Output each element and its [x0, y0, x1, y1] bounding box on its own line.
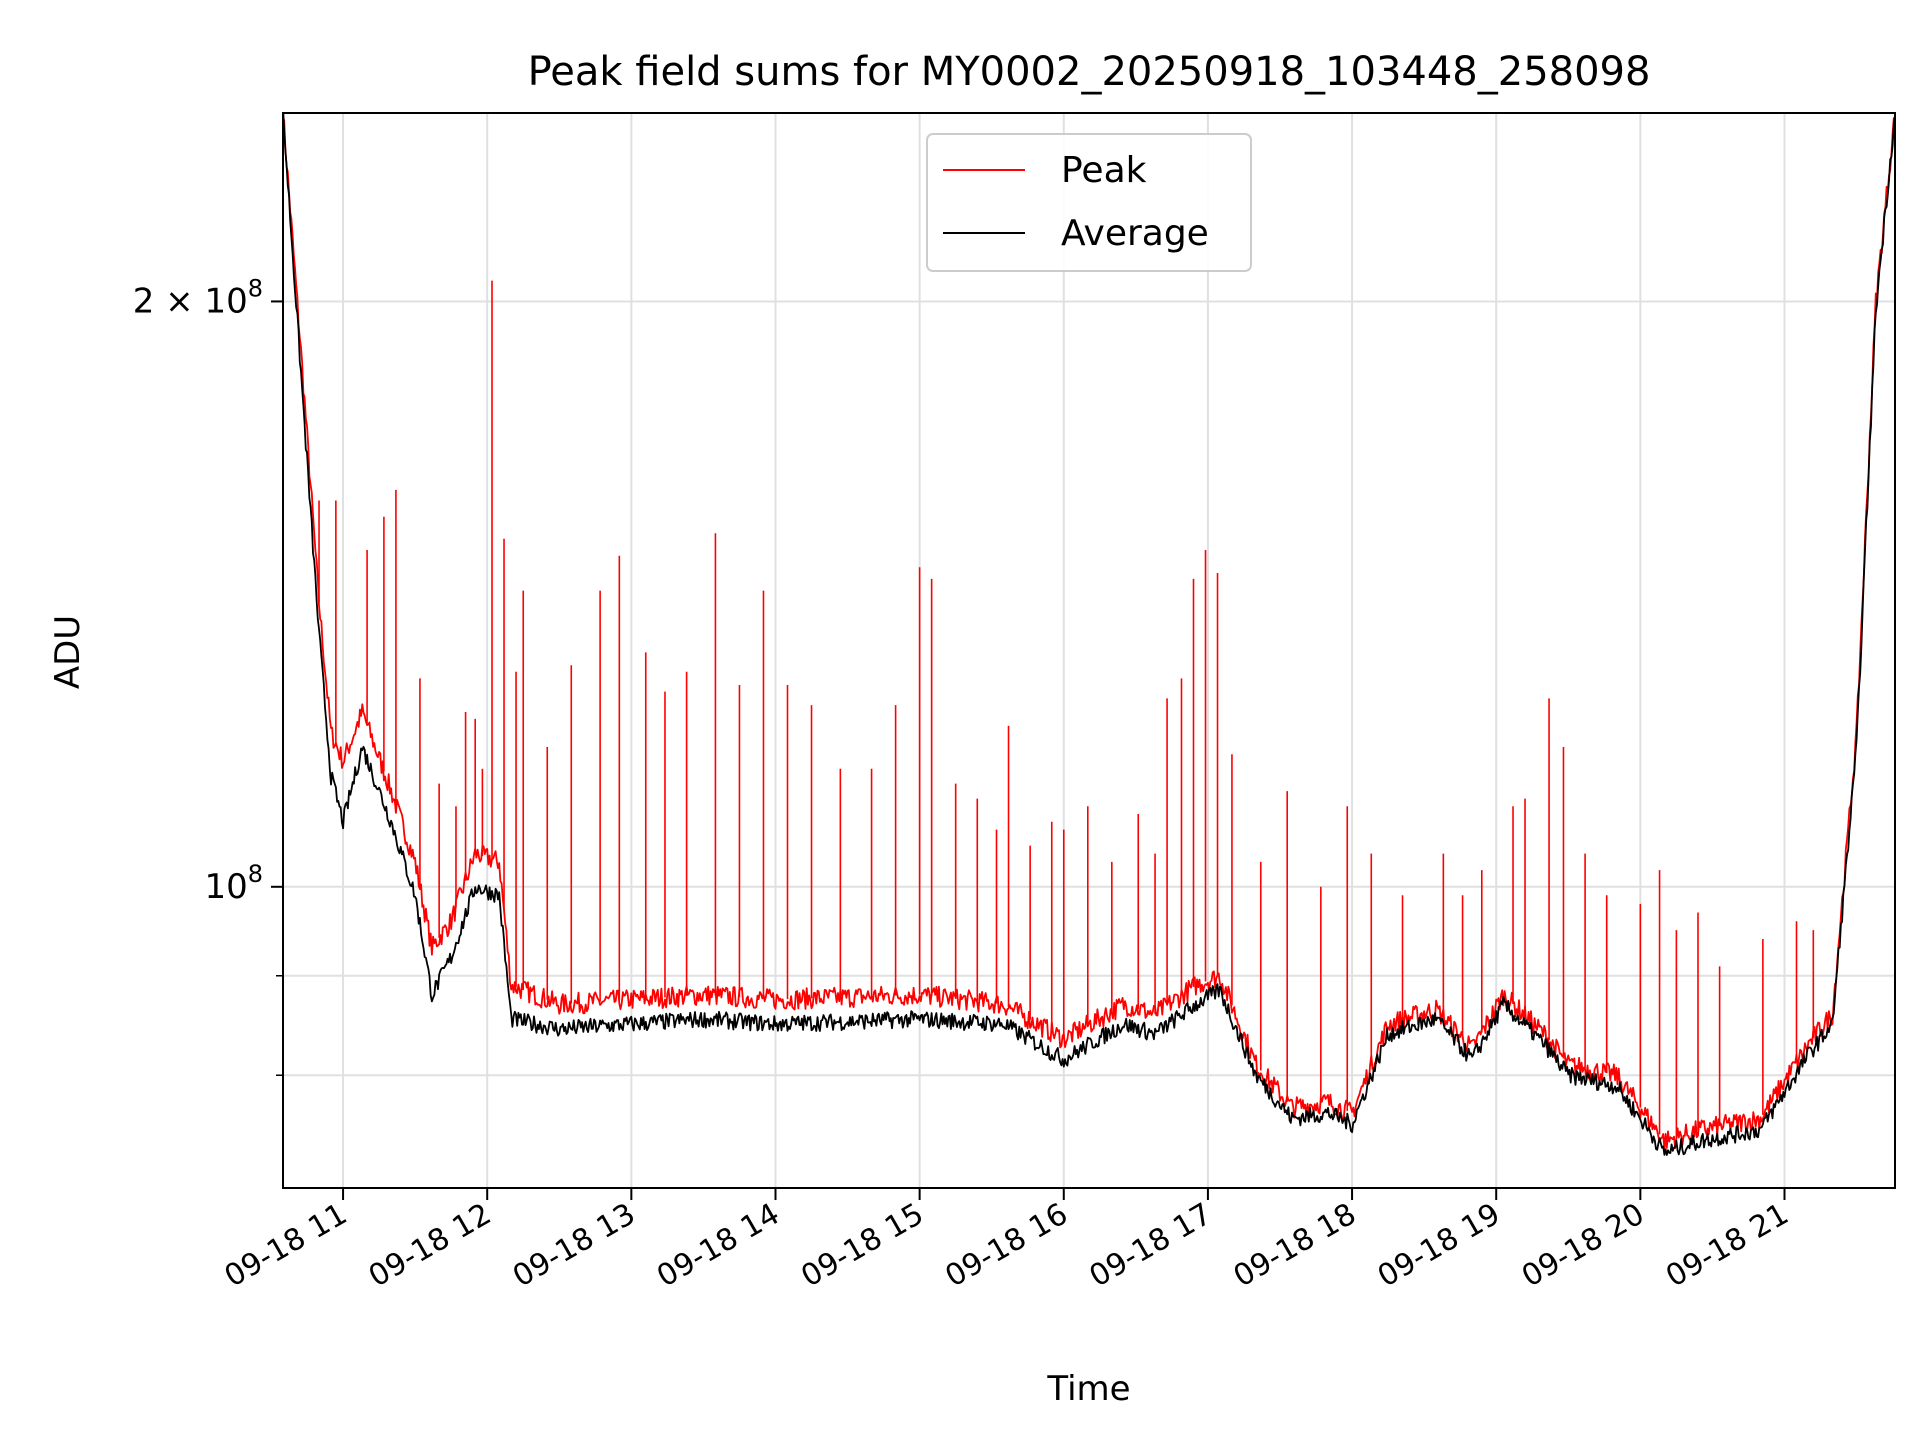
- legend-box: [926, 133, 1252, 272]
- series-line-average: [283, 113, 1895, 1156]
- y-tick-label: 108: [204, 860, 263, 907]
- series-line-peak: [283, 117, 1895, 1151]
- plot-frame: [282, 112, 1896, 1189]
- y-tick-label: 2 × 108: [133, 274, 263, 321]
- series-layer: [283, 113, 1895, 1156]
- legend-label-peak: Peak: [1061, 150, 1147, 191]
- y-axis-label: ADU: [48, 615, 88, 689]
- chart-title: Peak field sums for MY0002_20250918_1034…: [528, 49, 1651, 95]
- x-axis-label: Time: [1046, 1369, 1130, 1409]
- legend-label-average: Average: [1061, 213, 1209, 254]
- legend: Peak Average: [926, 133, 1252, 272]
